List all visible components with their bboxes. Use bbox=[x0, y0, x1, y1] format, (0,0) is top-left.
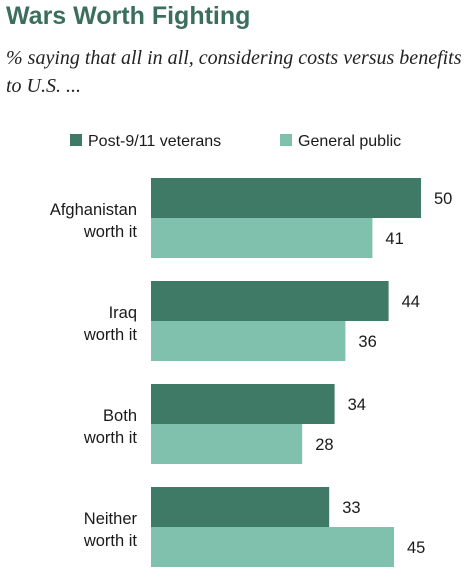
category-label-1: Afghanistan worth it bbox=[50, 201, 138, 241]
data-label: 50 bbox=[434, 190, 452, 208]
data-label: 41 bbox=[385, 230, 403, 248]
data-label: 34 bbox=[348, 396, 366, 414]
data-label: 28 bbox=[315, 436, 333, 454]
legend-swatch-2 bbox=[280, 134, 292, 146]
category-label-line: worth it bbox=[83, 429, 138, 447]
bar-public-1 bbox=[151, 218, 373, 258]
bar-public-2 bbox=[151, 321, 346, 361]
category-label-4: Neither worth it bbox=[83, 510, 138, 550]
category-label-2: Iraq worth it bbox=[83, 304, 138, 344]
bar-veterans-2 bbox=[151, 281, 389, 321]
category-label-line: Iraq bbox=[109, 304, 137, 322]
bar-public-3 bbox=[151, 424, 303, 464]
legend-label-1: Post-9/11 veterans bbox=[88, 133, 221, 150]
category-label-line: worth it bbox=[83, 532, 138, 550]
data-label: 44 bbox=[402, 293, 420, 311]
bar-veterans-3 bbox=[151, 384, 335, 424]
bar-public-4 bbox=[151, 527, 394, 567]
data-label: 45 bbox=[407, 539, 425, 557]
category-label-line: Both bbox=[103, 407, 137, 425]
bar-veterans-4 bbox=[151, 487, 330, 527]
data-label: 36 bbox=[358, 333, 376, 351]
legend-swatch-1 bbox=[70, 134, 82, 146]
chart-title: Wars Worth Fighting bbox=[6, 2, 251, 30]
bars: Afghanistan worth it 50 41 Iraq worth it 44 36 B… bbox=[50, 178, 452, 567]
category-label-line: worth it bbox=[83, 326, 138, 344]
legend-label-2: General public bbox=[298, 133, 401, 150]
category-label-3: Both worth it bbox=[83, 407, 138, 447]
category-label-line: worth it bbox=[83, 223, 138, 241]
category-label-line: Neither bbox=[84, 510, 138, 528]
data-label: 33 bbox=[342, 499, 360, 517]
legend: Post-9/11 veterans General public bbox=[70, 133, 401, 150]
bar-veterans-1 bbox=[151, 178, 421, 218]
category-label-line: Afghanistan bbox=[50, 201, 137, 219]
chart-subtitle: % saying that all in all, considering co… bbox=[6, 47, 462, 97]
